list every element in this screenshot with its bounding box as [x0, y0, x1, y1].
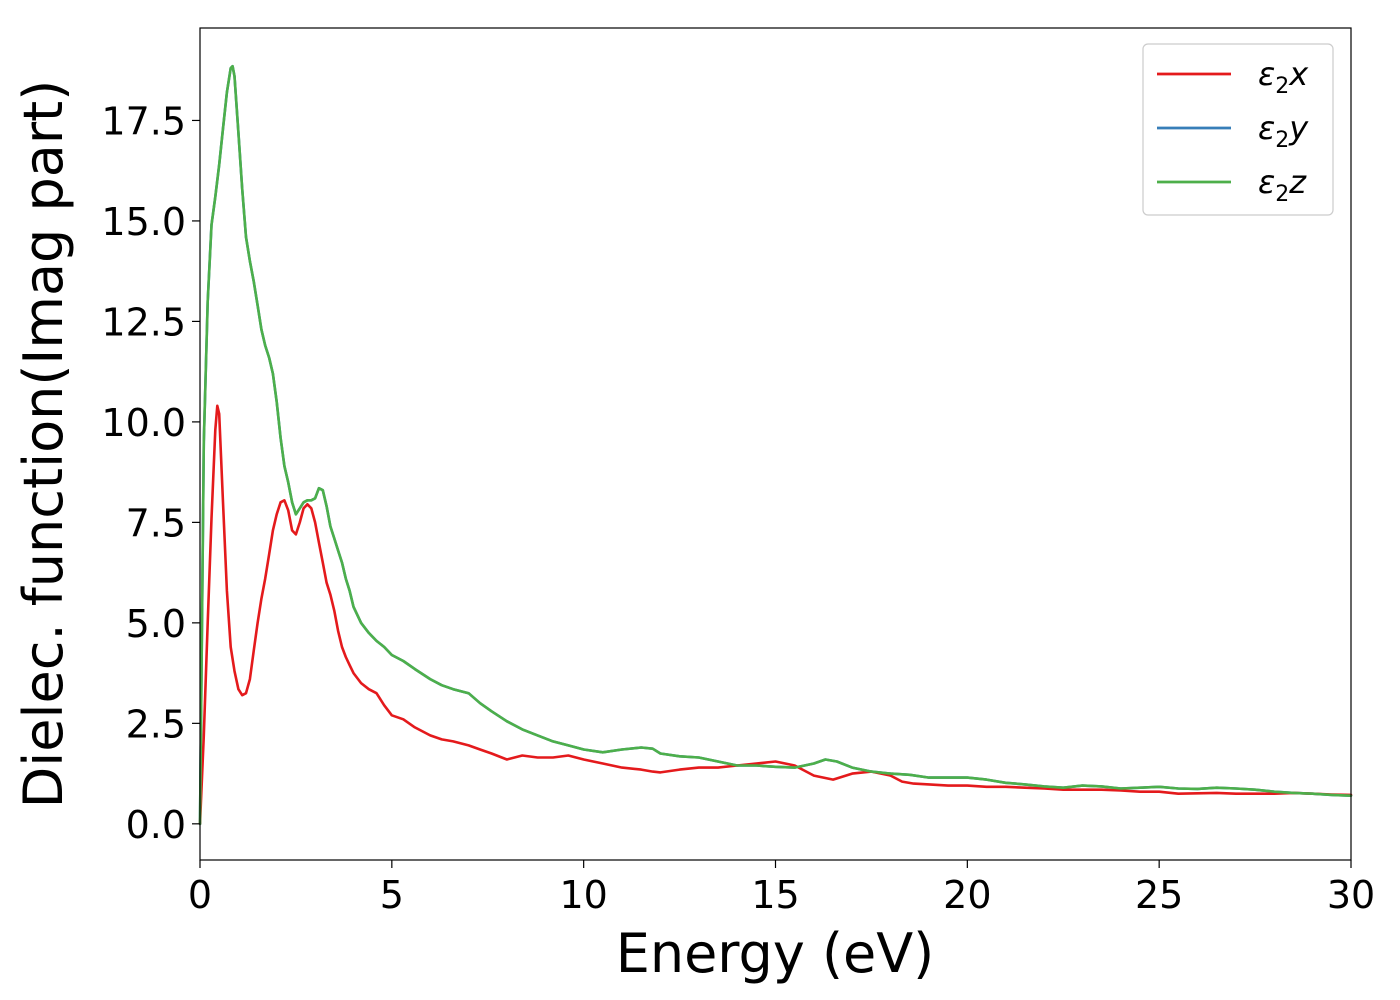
series-line-x — [198, 404, 1353, 826]
y-tick-label: 2.5 — [126, 702, 186, 746]
x-tick-label: 5 — [380, 873, 404, 917]
y-tick-label: 17.5 — [101, 99, 186, 143]
legend: ε2x ε2y ε2z — [1142, 43, 1334, 216]
x-tick-label: 0 — [188, 873, 212, 917]
legend-label-y: ε2y — [1258, 109, 1309, 153]
y-tick-label: 10.0 — [101, 401, 186, 445]
series-layer — [198, 64, 1353, 826]
x-tick-label: 20 — [943, 873, 991, 917]
x-tick-label: 10 — [559, 873, 607, 917]
y-axis-title: Dielec. function(Imag part) — [12, 80, 75, 809]
x-axis-title: Energy (eV) — [616, 922, 935, 985]
x-tick-label: 30 — [1327, 873, 1375, 917]
x-axis-ticks: 0 5 10 15 20 25 30 — [188, 860, 1375, 917]
series-line-z — [198, 64, 1353, 826]
legend-box — [1142, 43, 1334, 216]
legend-items: ε2x ε2y ε2z — [1157, 55, 1309, 207]
y-tick-label: 15.0 — [101, 200, 186, 244]
y-tick-label: 0.0 — [126, 803, 186, 847]
y-tick-label: 12.5 — [101, 300, 186, 344]
legend-label-x: ε2x — [1258, 55, 1309, 99]
y-axis-ticks: 0.0 2.5 5.0 7.5 10.0 12.5 15.0 17.5 — [101, 99, 200, 847]
legend-label-z: ε2z — [1258, 163, 1307, 207]
y-tick-label: 5.0 — [126, 602, 186, 646]
y-tick-label: 7.5 — [126, 501, 186, 545]
x-tick-label: 25 — [1135, 873, 1183, 917]
x-tick-label: 15 — [751, 873, 799, 917]
